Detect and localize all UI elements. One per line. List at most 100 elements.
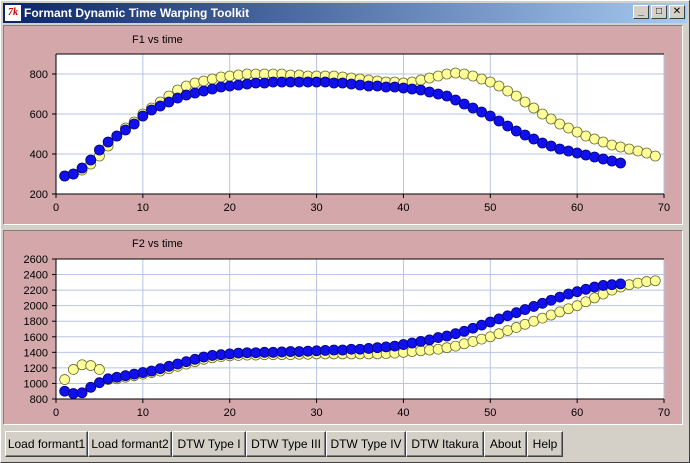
f1-blue-point [519,129,531,141]
f2-y-tick-label: 2400 [24,270,48,282]
f2-blue-point [398,339,409,350]
f1-blue-point [137,110,149,122]
f2-blue-point [85,381,97,393]
f2-y-tick-label: 1600 [24,332,48,344]
f1-blue-point [493,115,505,127]
f1-blue-point [615,157,626,169]
dtw-type-iv-button[interactable]: DTW Type IV [326,431,406,457]
f1-yellow-point [484,76,496,88]
f2-yellow-point [67,364,79,375]
f2-x-tick-label: 20 [224,407,236,419]
f2-blue-point [102,373,114,385]
f1-yellow-point [493,80,505,92]
minimize-button[interactable]: _ [633,5,649,19]
f1-yellow-point [545,113,557,125]
f1-blue-point [441,90,453,102]
f2-plot-area [56,259,664,399]
f1-yellow-point [554,118,566,130]
about-button[interactable]: About [484,431,527,457]
f1-blue-point [111,130,123,142]
f1-blue-point [476,106,488,118]
f2-blue-point [415,336,427,347]
f2-yellow-point [432,343,444,355]
f2-blue-point [128,368,140,380]
f2-x-tick-label: 70 [658,407,670,419]
f1-x-tick-label: 30 [310,202,322,214]
f1-blue-point [467,102,479,114]
f2-y-tick-label: 2200 [24,285,48,297]
window-controls: _ □ ✕ [633,5,685,19]
f1-blue-point [146,104,157,116]
f2-x-tick-label: 30 [310,407,322,419]
f2-blue-point [589,281,600,293]
f2-blue-point [406,337,418,349]
dtw-type-iii-button[interactable]: DTW Type III [246,431,326,457]
f2-x-tick-label: 0 [53,407,59,419]
f2-y-tick-label: 2600 [24,254,48,266]
f1-blue-point [128,118,140,130]
button-bar: Load formant1 Load formant2 DTW Type I D… [5,431,563,457]
f2-yellow-point [649,275,661,287]
f1-plot-panel: 0 10 20 30 40 50 60 70 200 400 600 800 F1 vs time [3,25,683,225]
f2-yellow-point [94,364,105,375]
f2-blue-point [389,340,401,352]
f1-yellow-point [537,108,548,120]
close-button[interactable]: ✕ [669,5,685,19]
f1-blue-point [120,124,131,136]
f1-y-tick-label: 200 [30,189,48,201]
f2-blue-point [198,351,210,363]
f1-plot: 0 10 20 30 40 50 60 70 200 400 600 800 [30,53,670,214]
f1-blue-point [76,162,88,174]
f2-x-tick-label: 60 [571,407,583,419]
load-formant1-button[interactable]: Load formant1 [5,431,88,457]
f2-y-tick-label: 1800 [24,316,48,328]
dtw-type-i-button[interactable]: DTW Type I [172,431,246,457]
f2-x-tick-label: 40 [397,407,409,419]
dtw-itakura-button[interactable]: DTW Itakura [406,431,484,457]
f1-blue-point [458,98,470,110]
tk-feather-icon: 7k [5,5,21,21]
load-formant2-button[interactable]: Load formant2 [88,431,172,457]
f2-blue-point [137,367,149,378]
f1-blue-point [67,168,79,180]
f1-y-tick-label: 400 [30,149,48,161]
f1-plot-title: F1 vs time [132,34,183,46]
f2-blue-point [76,387,88,399]
f2-blue-point [120,370,131,382]
f1-blue-point [528,133,540,145]
f2-y-tick-label: 2000 [24,301,48,313]
window-title: Formant Dynamic Time Warping Toolkit [24,6,250,20]
f1-x-tick-label: 50 [484,202,496,214]
f1-blue-point [102,136,114,148]
f1-blue-point [450,94,461,106]
f1-blue-point [94,144,105,156]
f2-y-tick-label: 1200 [24,363,48,375]
f2-blue-point [615,278,626,290]
f2-yellow-point [632,277,644,289]
f2-plot: 0 10 20 30 40 50 60 70 800 1000 1200 1400 1600 1800 20… [24,254,671,419]
f2-x-tick-label: 50 [484,407,496,419]
f2-plot-panel: 0 10 20 30 40 50 60 70 800 1000 1200 1400 1600 1800 20… [3,230,683,425]
f1-x-tick-label: 20 [224,202,236,214]
f1-yellow-point [519,96,531,108]
f1-yellow-point [649,150,661,162]
f2-y-tick-label: 1400 [24,347,48,359]
f1-yellow-point [571,126,583,138]
f1-blue-point [510,125,522,137]
f1-yellow-point [510,90,522,102]
maximize-button[interactable]: □ [651,5,667,19]
title-bar[interactable]: 7k Formant Dynamic Time Warping Toolkit … [3,3,687,23]
f1-x-tick-label: 60 [571,202,583,214]
help-button[interactable]: Help [527,431,563,457]
f1-blue-point [163,96,175,108]
f1-y-tick-label: 800 [30,69,48,81]
f1-blue-point [85,154,97,166]
f2-plot-title: F2 vs time [132,238,183,250]
f2-y-tick-label: 800 [30,394,48,406]
f2-yellow-point [441,342,453,354]
f2-blue-point [111,371,123,383]
f1-yellow-point [563,122,574,134]
f2-yellow-point [59,374,71,385]
f2-x-tick-label: 10 [137,407,149,419]
